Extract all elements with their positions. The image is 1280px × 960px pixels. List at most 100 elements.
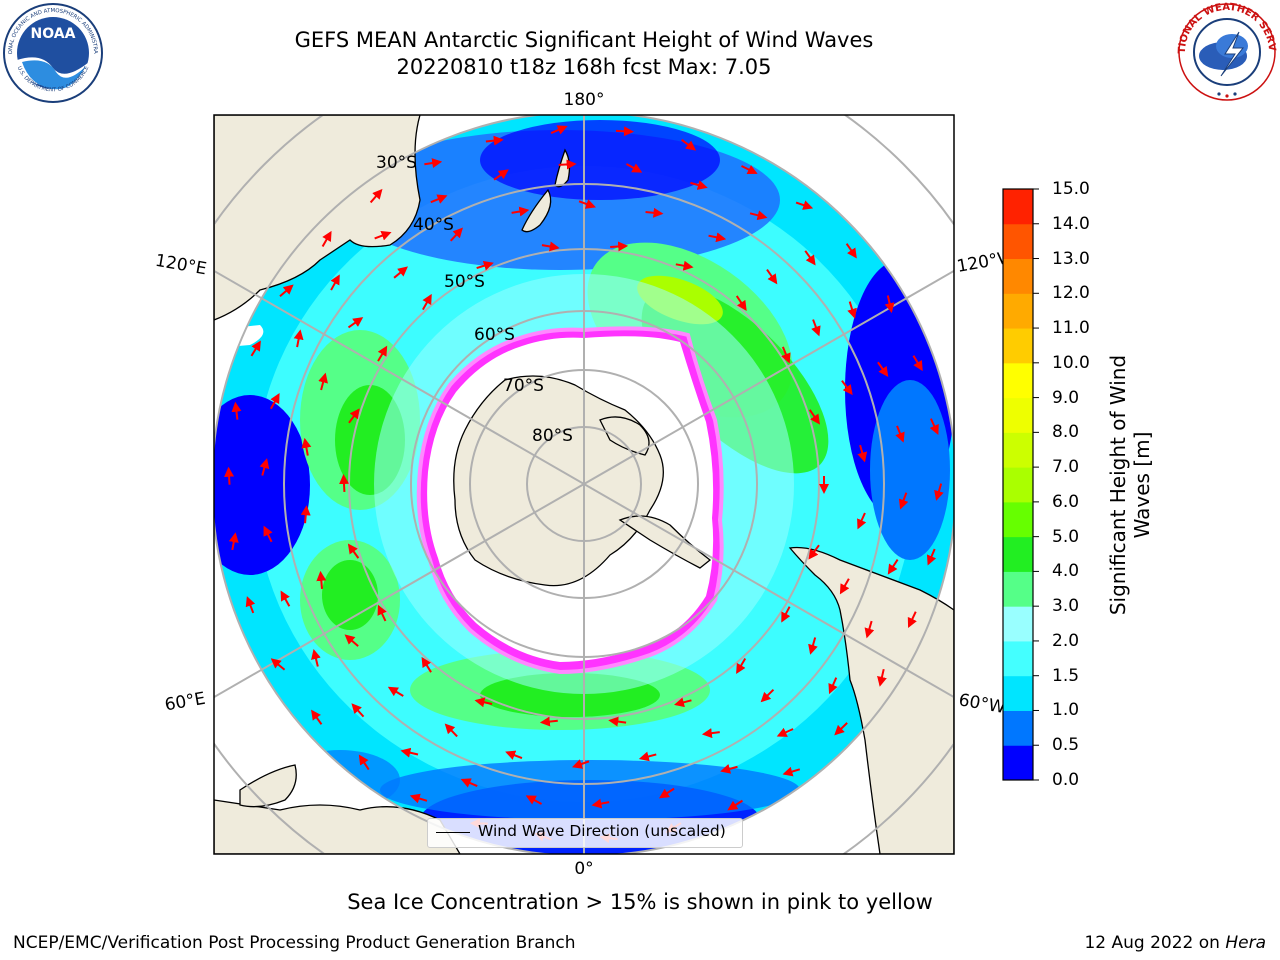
wind-wave-arrow	[741, 165, 758, 175]
map-frame	[213, 114, 955, 855]
noaa-wordmark: NOAA	[31, 26, 76, 42]
lon-label-60w: 60°W	[957, 690, 1007, 718]
forecast-subtitle: 20220810 t18z 168h fcst Max: 7.05	[396, 55, 772, 79]
colorbar-tick-label: 10.0	[1052, 352, 1090, 373]
wind-wave-arrow	[898, 492, 909, 510]
wind-wave-arrow	[511, 206, 530, 217]
legend-line-swatch	[436, 832, 470, 833]
wind-wave-arrow	[934, 483, 944, 501]
wind-wave-arrow	[804, 250, 816, 266]
wind-wave-arrow	[782, 766, 801, 777]
wind-wave-arrow	[259, 458, 270, 476]
colorbar-tick-label: 15.0	[1052, 179, 1090, 199]
wind-wave-arrow	[270, 392, 280, 410]
wind-wave-arrow	[224, 466, 235, 485]
wind-wave-arrow	[845, 243, 857, 259]
wind-wave-arrow	[311, 649, 321, 667]
lon-label-120w: 120°W	[955, 247, 1016, 277]
wind-wave-arrow	[645, 207, 664, 218]
nws-logo: NATIONAL WEATHER SERVICE	[1173, 0, 1277, 106]
wind-wave-arrow	[351, 703, 365, 718]
wind-wave-arrow	[422, 293, 432, 311]
wind-wave-arrow	[400, 747, 419, 758]
wind-wave-arrow	[735, 295, 747, 311]
australia-land	[214, 115, 421, 321]
wind-wave-arrow	[358, 754, 370, 771]
lat-label-80s: 80°S	[532, 426, 573, 446]
colorbar-tick-label: 0.5	[1052, 735, 1080, 756]
wind-wave-arrow	[895, 425, 905, 443]
wind-wave-arrow	[675, 260, 694, 271]
wind-wave-arrow	[811, 319, 821, 337]
wind-wave-arrow	[476, 260, 494, 271]
wind-wave-arrow	[558, 159, 577, 170]
wind-wave-arrow	[912, 355, 923, 372]
colorbar-label: Significant Height of Wind Waves [m]	[1106, 354, 1154, 616]
noaa-logo: NOAA NATIONAL OCEANIC AND ATMOSPHERIC AD…	[0, 0, 104, 108]
wind-wave-arrow	[760, 688, 775, 703]
lat-label-40s: 40°S	[413, 215, 454, 235]
wind-wave-arrow	[841, 380, 853, 396]
wind-wave-arrow	[347, 543, 360, 559]
wind-wave-arrow	[808, 544, 820, 560]
wind-wave-arrow	[250, 340, 261, 357]
lon-label-60e: 60°E	[163, 689, 207, 716]
colorbar-tick-label: 9.0	[1052, 387, 1080, 408]
wind-wave-arrow	[493, 169, 509, 181]
wind-wave-arrow	[311, 709, 323, 725]
wind-wave-arrow	[776, 727, 794, 737]
wind-wave-arrow	[270, 658, 286, 671]
wind-wave-arrow	[658, 787, 675, 799]
colorbar-tick-label: 11.0	[1052, 318, 1090, 339]
wind-wave-arrow	[430, 194, 448, 204]
wind-wave-arrow	[808, 409, 820, 425]
wind-wave-arrow	[301, 437, 312, 456]
wind-wave-arrow	[887, 559, 899, 575]
wind-wave-arrow	[674, 697, 692, 708]
wind-wave-arrow	[421, 656, 432, 673]
wind-wave-arrow	[857, 512, 867, 530]
wind-wave-arrow	[409, 793, 428, 804]
colorbar-tick-label: 0.0	[1052, 770, 1080, 790]
wind-wave-arrow	[884, 295, 895, 314]
wind-wave-arrow	[808, 637, 818, 655]
wind-wave-arrow	[449, 227, 463, 242]
wind-wave-arrow	[505, 750, 523, 760]
wind-wave-arrow	[280, 590, 291, 607]
wind-wave-arrow	[321, 230, 332, 247]
lon-label-180: 180°	[564, 90, 605, 110]
wind-wave-arrows	[224, 125, 944, 844]
lon-label-0: 0°	[574, 859, 593, 879]
wind-wave-arrow	[347, 317, 364, 329]
colorbar-tick-label: 3.0	[1052, 596, 1080, 617]
lat-label-30s: 30°S	[376, 153, 417, 173]
wind-wave-arrow	[610, 241, 629, 252]
wind-wave-arrow	[293, 329, 304, 348]
wind-wave-arrow	[377, 345, 388, 362]
lat-label-60s: 60°S	[474, 325, 515, 345]
wind-wave-arrow	[766, 269, 778, 285]
wind-wave-arrow	[539, 716, 558, 727]
wind-wave-arrow	[377, 604, 387, 622]
wind-wave-arrow	[485, 135, 504, 146]
wind-wave-arrow	[877, 361, 889, 377]
wind-wave-arrow	[374, 230, 392, 241]
wind-wave-arrow	[795, 200, 814, 210]
wind-wave-arrow	[339, 474, 349, 493]
sea-ice-caption: Sea Ice Concentration > 15% is shown in …	[347, 890, 933, 914]
wind-wave-arrow	[781, 606, 791, 623]
wind-wave-arrow	[608, 716, 627, 727]
lat-label-70s: 70°S	[503, 376, 544, 396]
wind-wave-arrow	[727, 799, 743, 811]
footer-host: Hera	[1225, 933, 1266, 953]
wind-wave-arrow	[828, 677, 838, 695]
wind-wave-arrow	[591, 798, 610, 809]
wind-wave-arrow	[690, 180, 708, 190]
wind-wave-arrow	[330, 274, 340, 291]
wind-wave-arrow	[847, 301, 857, 319]
wind-wave-arrow	[300, 505, 311, 524]
wind-wave-arrow	[245, 596, 256, 614]
wind-wave-arrow	[864, 620, 875, 639]
colorbar-tick-label: 8.0	[1052, 422, 1080, 443]
